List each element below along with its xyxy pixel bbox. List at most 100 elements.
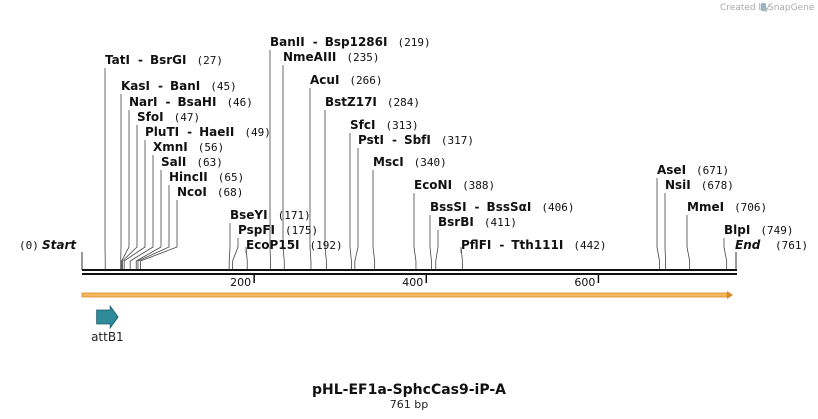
map-title: pHL-EF1a-SphcCas9-iP-A [312,382,506,398]
cut-site-position: (317) [441,134,474,147]
cut-site-label[interactable]: BlpI [724,223,750,237]
cut-site-separator: - [158,79,163,93]
cut-site-label[interactable]: BsrBI [438,215,474,229]
watermark-brand: SnapGene [768,3,815,13]
cut-site-line [429,215,432,269]
cut-site-position: (45) [210,80,237,93]
cut-site-position: (749) [760,224,793,237]
cut-site-label-alt[interactable]: Bsp1286I [325,35,388,49]
cut-site-line [282,65,285,269]
ruler-tick-label: 600 [574,276,595,289]
cut-site-position: (284) [387,96,420,109]
cut-site-lines [104,50,728,269]
cut-site-position: (56) [198,141,225,154]
cut-site-label[interactable]: PflFI [461,238,491,252]
cut-site-label-alt[interactable]: HaeII [199,125,234,139]
cut-site-label[interactable]: AseI [657,163,686,177]
cut-site-position: (47) [174,111,201,124]
cut-site-label[interactable]: BssSI [430,200,467,214]
cut-site-position: (63) [196,156,223,169]
cut-site-line [413,193,417,269]
cut-site-label[interactable]: NarI [129,95,158,109]
cut-site-line [309,88,312,269]
cut-site-position: (192) [310,239,343,252]
sequence-backbone [82,269,737,275]
cut-site-position: (442) [573,239,606,252]
cut-site-label[interactable]: PluTI [145,125,179,139]
cut-site-label-alt[interactable]: BsaHI [178,95,217,109]
cut-site-position: (68) [217,186,244,199]
end-label: End [735,238,761,252]
snapgene-logo-icon [761,3,766,11]
cut-site-position: (706) [734,201,767,214]
cut-site-label[interactable]: HincII [169,170,208,184]
cut-site-label[interactable]: BstZ17I [325,95,377,109]
cut-site-label-alt[interactable]: BanI [170,79,200,93]
cut-site-line [656,178,660,269]
cut-site-line [723,238,728,269]
cut-site-label[interactable]: PstI [358,133,384,147]
cut-site-label[interactable]: PspFI [238,223,275,237]
cut-site-position: (266) [349,74,382,87]
ruler-tick-label: 200 [230,276,251,289]
cut-site-label[interactable]: NmeAIII [283,50,336,64]
cut-site-label[interactable]: SalI [161,155,186,169]
cut-site-label[interactable]: TatI [105,53,130,67]
cut-site-label[interactable]: EcoNI [414,178,452,192]
cut-site-line [349,133,352,269]
cut-site-position: (175) [285,224,318,237]
cut-site-line [129,155,154,269]
cut-site-label[interactable]: BseYI [230,208,268,222]
cut-site-separator: - [313,35,318,49]
ruler-ticks: 200 400 600 [230,275,600,289]
sequence-track [81,291,733,299]
cut-site-label[interactable]: XmnI [153,140,188,154]
cut-site-position: (171) [278,209,311,222]
cut-site-line [686,215,691,269]
cut-site-label[interactable]: KasI [121,79,150,93]
cut-site-line [122,125,138,269]
cut-site-position: (340) [414,156,447,169]
cut-site-label-alt[interactable]: Tth111I [511,238,563,252]
ruler-tick-label: 400 [402,276,423,289]
cut-site-separator: - [475,200,480,214]
cut-site-position: (235) [346,51,379,64]
cut-site-position: (406) [541,201,574,214]
cut-site-line [140,200,178,269]
cut-site-position: (388) [462,179,495,192]
cut-site-position: (219) [397,36,430,49]
cut-site-label-alt[interactable]: SbfI [404,133,431,147]
cut-site-label[interactable]: NsiI [665,178,691,192]
feature-arrow[interactable] [96,304,119,330]
cut-site-position: (49) [244,126,271,139]
cut-site-line [123,140,146,269]
cut-site-position: (65) [218,171,245,184]
cut-site-separator: - [392,133,397,147]
start-position: (0) [19,239,39,252]
cut-site-label[interactable]: SfcI [350,118,375,132]
cut-site-line [324,110,327,269]
cut-site-line [460,246,463,269]
cut-site-position: (46) [226,96,253,109]
cut-site-label-alt[interactable]: BssSαI [487,200,532,214]
cut-site-separator: - [166,95,171,109]
cut-site-label[interactable]: NcoI [177,185,207,199]
cut-site-position: (678) [701,179,734,192]
cut-site-label[interactable]: BanII [270,35,305,49]
cut-site-line [232,238,239,269]
cut-site-label[interactable]: MmeI [687,200,724,214]
cut-site-label-alt[interactable]: BsrGI [150,53,187,67]
cut-site-line [135,170,162,269]
cut-site-position: (411) [484,216,517,229]
cut-site-separator: - [187,125,192,139]
cut-site-label[interactable]: MscI [373,155,404,169]
cut-site-line [664,193,666,269]
map-length: 761 bp [390,398,428,411]
cut-site-label[interactable]: EcoP15I [246,238,300,252]
cut-site-line [354,148,359,269]
cut-site-label[interactable]: AcuI [310,73,339,87]
cut-site-label[interactable]: SfoI [137,110,164,124]
cut-site-line [137,185,170,269]
cut-site-position: (313) [385,119,418,132]
